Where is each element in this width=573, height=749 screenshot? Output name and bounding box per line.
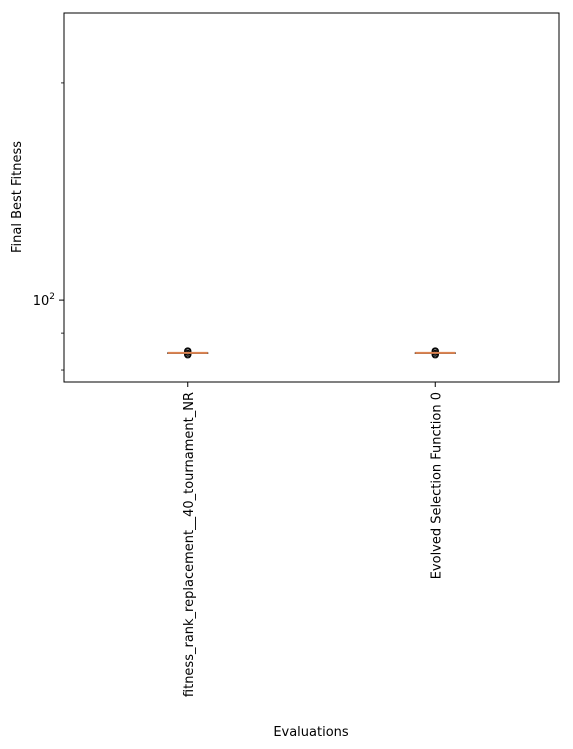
x-axis-ticks: fitness_rank_replacement__40_tournament_…: [182, 382, 444, 697]
x-tick-label: Evolved Selection Function 0: [429, 392, 444, 579]
y-axis-label: Final Best Fitness: [10, 141, 25, 253]
outlier-point: [431, 347, 439, 355]
plot-area: [63, 12, 560, 383]
box-series: [167, 347, 456, 359]
outlier-point: [184, 347, 192, 355]
y-axis-ticks: 102: [33, 82, 64, 371]
x-tick-label: fitness_rank_replacement__40_tournament_…: [182, 392, 197, 697]
y-tick-label: 102: [33, 292, 55, 309]
x-axis-label: Evaluations: [273, 725, 349, 740]
